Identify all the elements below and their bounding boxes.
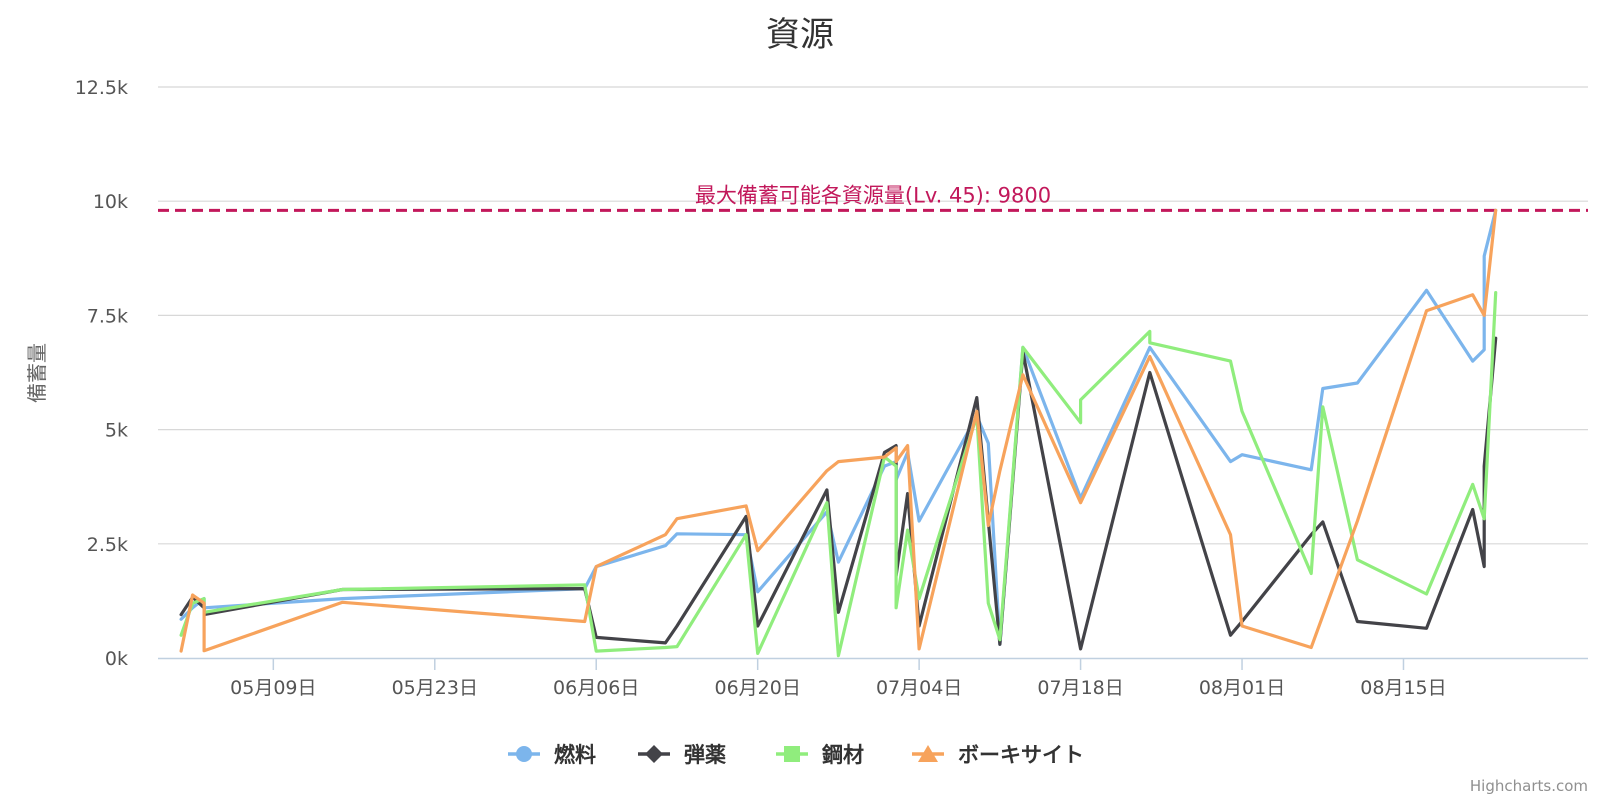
y-tick-label: 7.5k	[87, 305, 128, 327]
y-tick-label: 0k	[105, 648, 128, 670]
legend-marker-triangle	[918, 745, 938, 762]
x-tick-label: 08月01日	[1199, 677, 1285, 699]
x-tick-label: 06月06日	[553, 677, 639, 699]
x-tick-label: 07月18日	[1037, 677, 1123, 699]
legend-label: 弾薬	[684, 743, 726, 767]
series-line-4	[179, 208, 1498, 653]
legend-marker-square	[784, 746, 800, 762]
y-tick-label: 12.5k	[75, 77, 128, 99]
series-line-3	[179, 291, 1498, 658]
plot-line-group: 最大備蓄可能各資源量(Lv. 45): 9800	[158, 183, 1588, 212]
x-tick-label: 07月04日	[876, 677, 962, 699]
y-axis-title: 備蓄量	[25, 343, 49, 403]
y-tick-label: 2.5k	[87, 534, 128, 556]
legend-label: 鋼材	[821, 743, 864, 767]
legend[interactable]: 燃料 弾薬 鋼材 ボーキサイト	[508, 743, 1084, 767]
legend-label: 燃料	[554, 743, 596, 767]
series-line-1	[179, 208, 1498, 646]
x-tick-label: 05月23日	[392, 677, 478, 699]
series-layer	[179, 208, 1498, 658]
legend-item[interactable]: ボーキサイト	[912, 743, 1084, 767]
y-tick-label: 5k	[105, 420, 128, 442]
legend-marker-circle	[516, 746, 532, 762]
legend-label: ボーキサイト	[958, 743, 1084, 767]
x-tick-label: 05月09日	[230, 677, 316, 699]
chart-title: 資源	[766, 15, 834, 55]
credits-link[interactable]: Highcharts.com	[1470, 777, 1588, 795]
series-line-2	[179, 336, 1498, 651]
legend-item[interactable]: 弾薬	[638, 743, 726, 767]
legend-marker-diamond	[645, 745, 663, 763]
y-tick-label: 10k	[93, 191, 128, 213]
x-tick-label: 06月20日	[714, 677, 800, 699]
max-storage-label: 最大備蓄可能各資源量(Lv. 45): 9800	[695, 183, 1051, 207]
axis-layer: 0k 2.5k 5k 7.5k 10k 12.5k 05月09日 05月23日 06月06日 06…	[75, 77, 1588, 699]
legend-item[interactable]: 燃料	[508, 743, 596, 767]
legend-item[interactable]: 鋼材	[776, 743, 864, 767]
x-tick-label: 08月15日	[1360, 677, 1446, 699]
